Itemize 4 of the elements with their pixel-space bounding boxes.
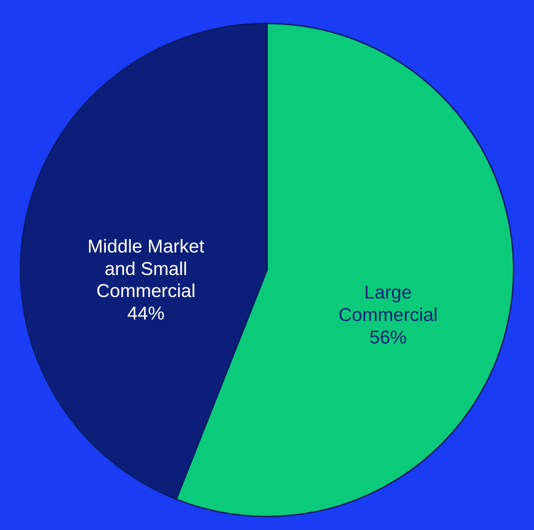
data-label: 44% bbox=[127, 302, 165, 324]
slice-label: Middle Market and Small Commercial bbox=[88, 235, 206, 302]
data-label: 56% bbox=[369, 326, 407, 348]
slice-label: Large Commercial bbox=[338, 282, 438, 326]
